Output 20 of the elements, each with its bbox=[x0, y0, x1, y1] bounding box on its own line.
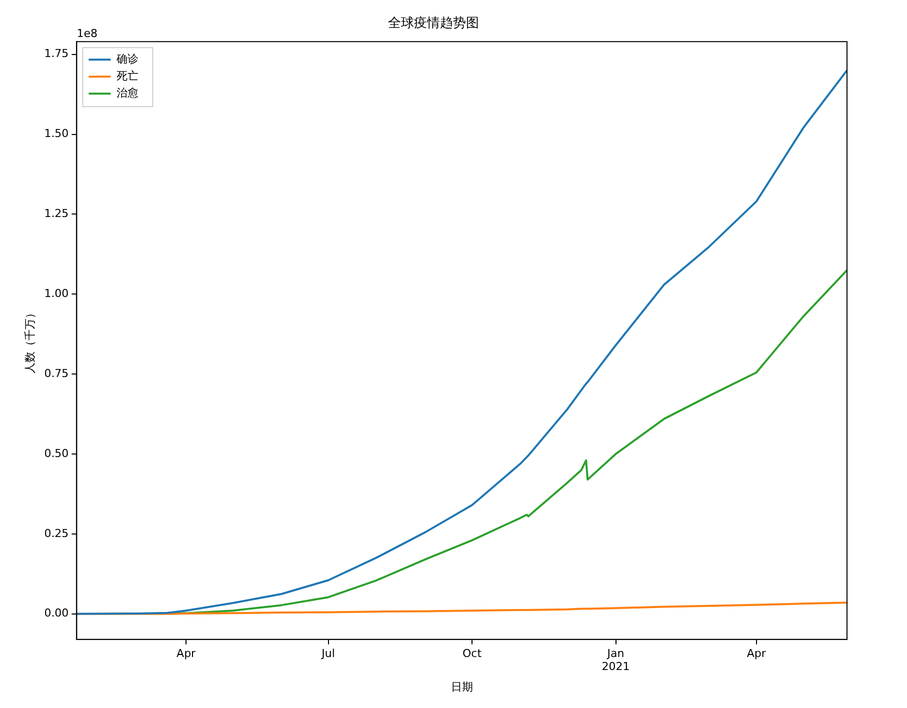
y-tick-label: 0.00 bbox=[44, 606, 69, 620]
y-tick-label: 1.00 bbox=[44, 287, 69, 300]
y-axis-title: 人数（千万） bbox=[23, 308, 36, 374]
legend-label: 死亡 bbox=[116, 69, 139, 82]
y-tick-label: 0.25 bbox=[44, 526, 69, 540]
x-tick-label: Oct bbox=[462, 646, 482, 660]
x-tick-label: Jan 2021 bbox=[602, 646, 630, 674]
y-tick-label: 0.75 bbox=[44, 366, 69, 380]
y-tick-label: 1.25 bbox=[44, 207, 69, 220]
text: 1e8 bbox=[76, 26, 98, 40]
legend-label: 治愈 bbox=[116, 86, 139, 100]
legend-label: 确诊 bbox=[116, 52, 139, 66]
chart-title: 全球疫情趋势图 bbox=[388, 16, 479, 32]
y-tick-label: 1.50 bbox=[44, 127, 69, 140]
y-tick-label: 1.75 bbox=[44, 47, 69, 60]
x-tick-label: Jul bbox=[320, 646, 335, 660]
x-axis-title: 日期 bbox=[450, 680, 473, 694]
y-tick-label: 0.50 bbox=[44, 446, 69, 460]
x-tick-label: Apr bbox=[176, 646, 196, 660]
x-tick-label: Apr bbox=[746, 646, 766, 660]
